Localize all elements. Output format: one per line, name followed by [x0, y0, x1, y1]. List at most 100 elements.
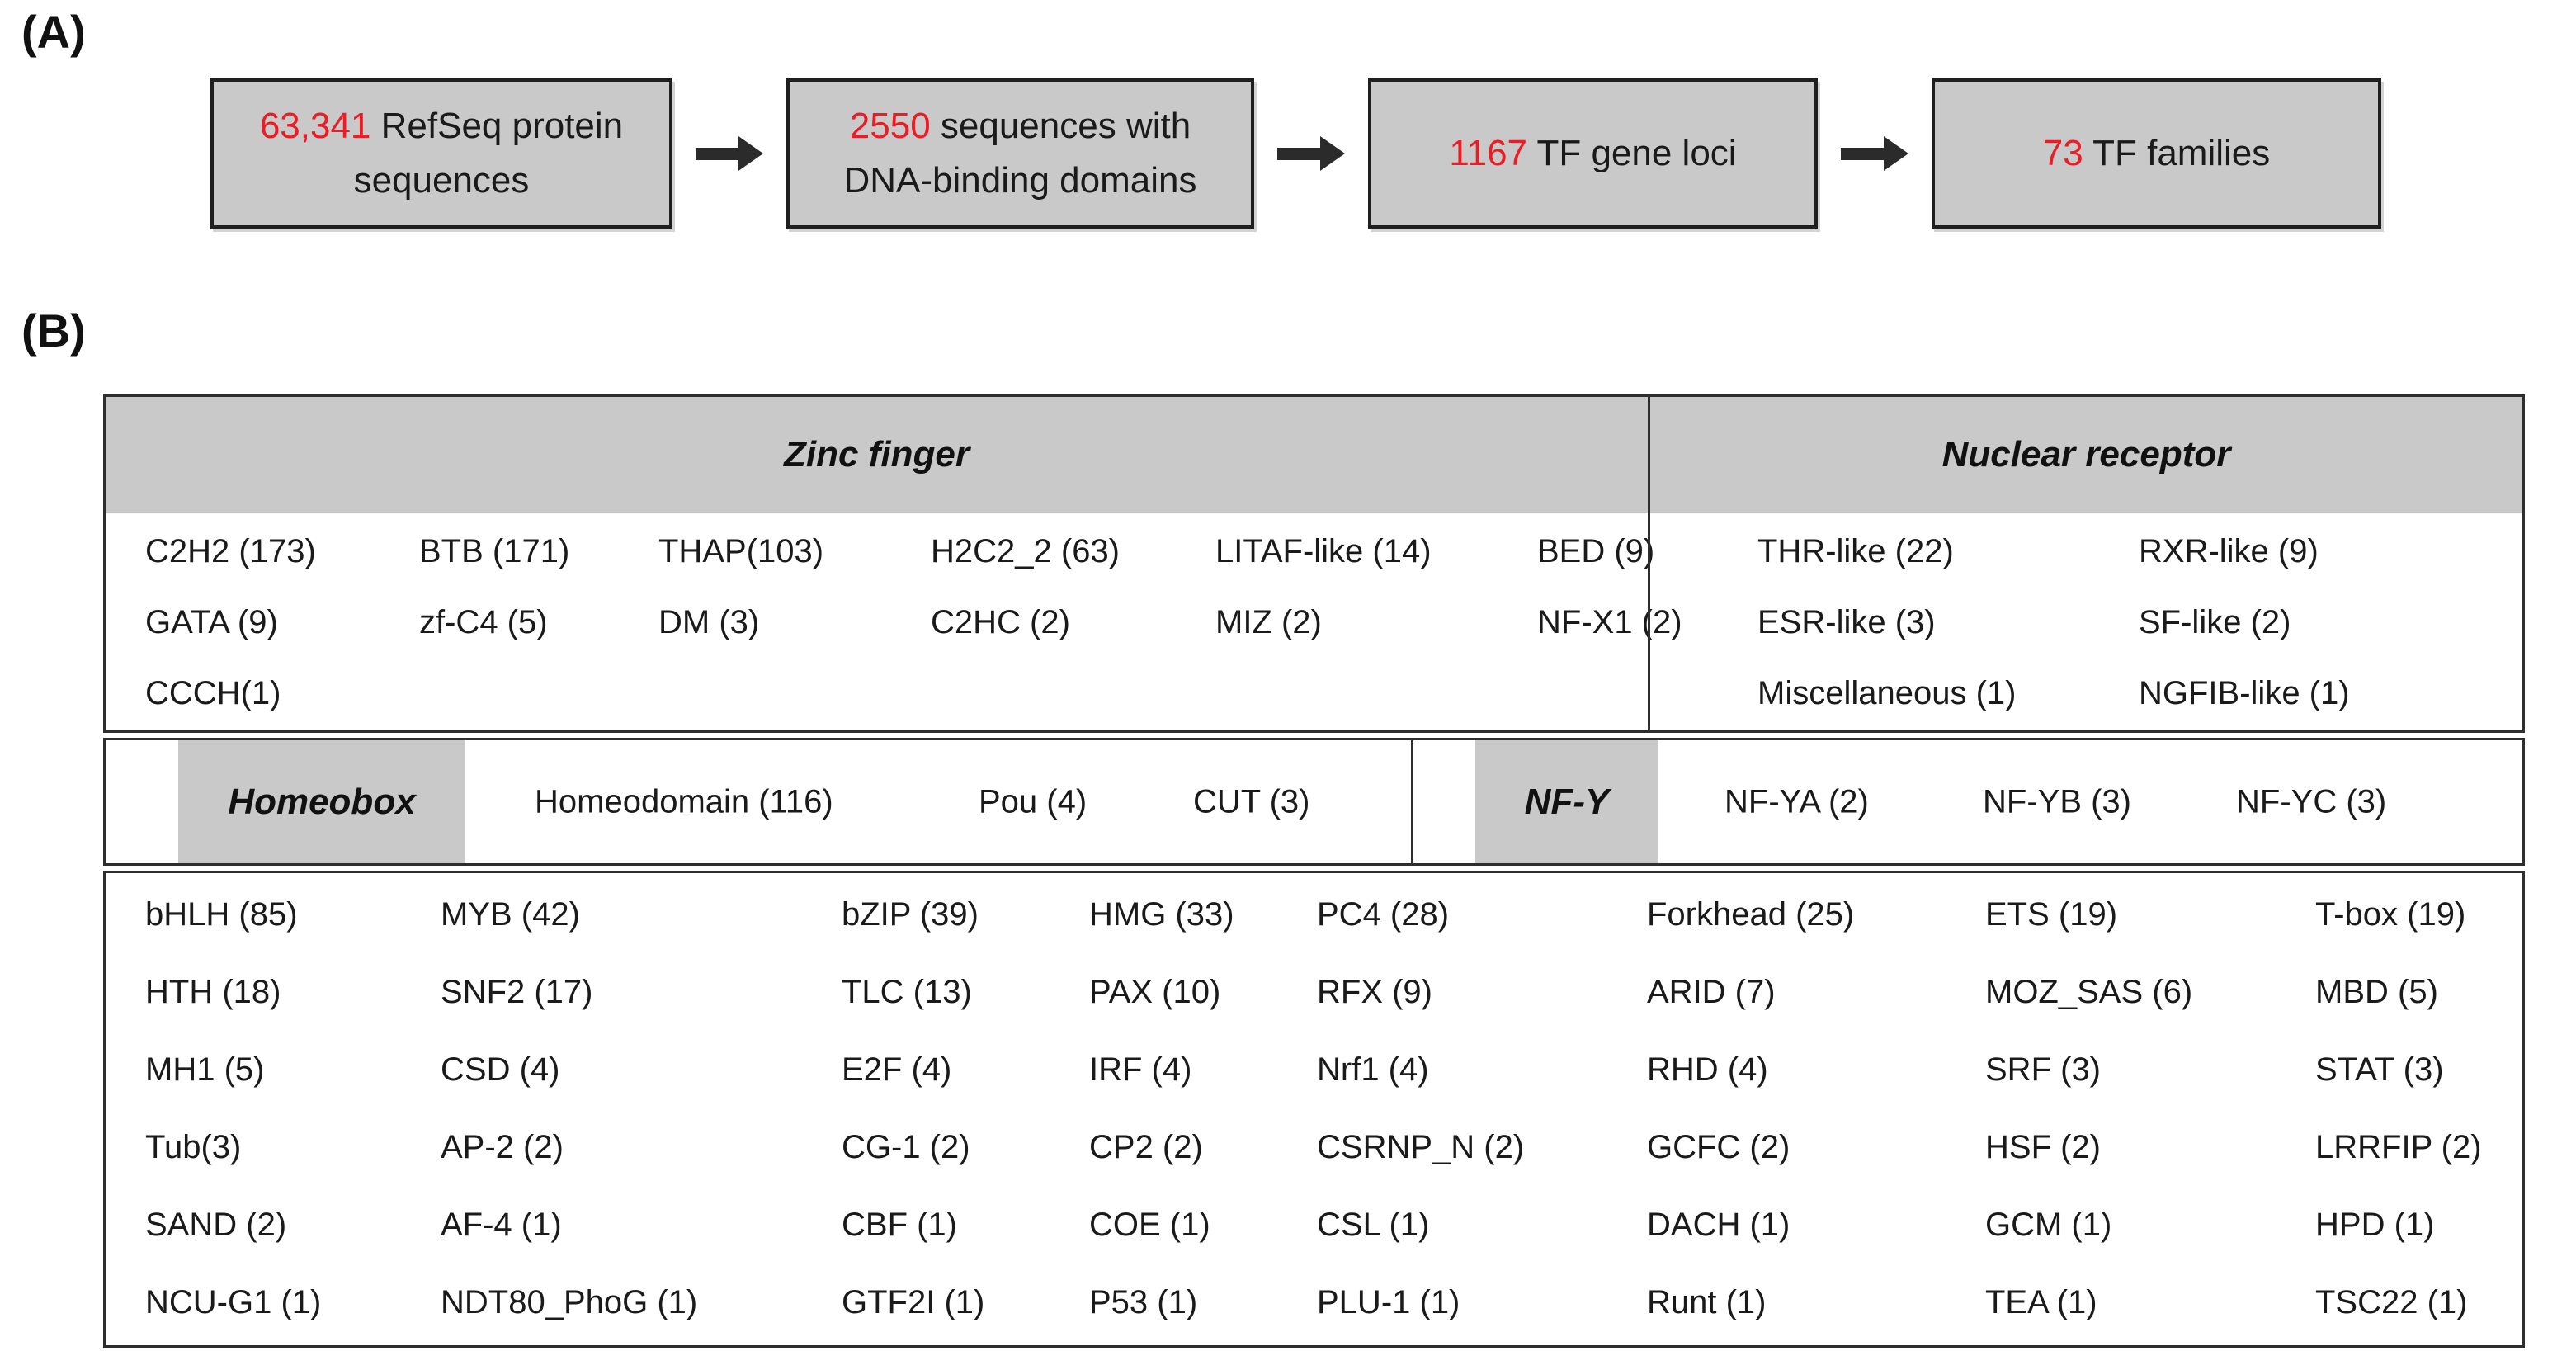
- arrow-head: [1884, 136, 1908, 171]
- family-item: bZIP (39): [842, 895, 979, 933]
- arrow-bar: [1277, 147, 1320, 160]
- family-item: MBD (5): [2315, 973, 2438, 1010]
- panel-b-label: (B): [21, 305, 86, 357]
- family-item: HPD (1): [2315, 1206, 2435, 1243]
- family-item: MYB (42): [441, 895, 580, 933]
- family-item: LITAF-like (14): [1215, 532, 1432, 569]
- arrow-right-icon: [1841, 136, 1908, 171]
- family-item: CBF (1): [842, 1206, 957, 1243]
- family-item: SF-like (2): [2139, 603, 2291, 640]
- families-count: 73: [2042, 133, 2083, 173]
- family-item: TLC (13): [842, 973, 972, 1010]
- arrow-right-icon: [1277, 136, 1345, 171]
- family-item: T-box (19): [2315, 895, 2466, 933]
- flow-step-loci: 1167 TF gene loci: [1368, 78, 1818, 229]
- flow-step-text: 2550 sequences with DNA-binding domains: [808, 99, 1233, 208]
- family-item: ESR-like (3): [1757, 603, 1936, 640]
- panel-a-label: (A): [21, 6, 86, 58]
- family-item: TSC22 (1): [2315, 1283, 2468, 1320]
- flow-step-text: 73 TF families: [2043, 126, 2271, 181]
- family-item: PC4 (28): [1317, 895, 1450, 933]
- homeobox-header: Homeobox: [178, 740, 465, 863]
- arrow-head: [738, 136, 763, 171]
- family-item: PLU-1 (1): [1317, 1283, 1460, 1320]
- family-item: ARID (7): [1647, 973, 1776, 1010]
- loci-count: 1167: [1449, 133, 1528, 173]
- family-item: DM (3): [658, 603, 760, 640]
- nuclear-receptor-header: Nuclear receptor: [1650, 397, 2522, 513]
- loci-text: TF gene loci: [1527, 133, 1737, 173]
- nfy-section: NF-Y NF-YA (2) NF-YB (3) NF-YC (3): [1411, 740, 2522, 863]
- family-item: zf-C4 (5): [419, 603, 548, 640]
- family-item: THAP(103): [658, 532, 824, 569]
- family-item: NF-YA (2): [1724, 783, 1869, 820]
- arrow-right-icon: [696, 136, 763, 171]
- family-item: Homeodomain (116): [535, 783, 833, 820]
- family-item: Runt (1): [1647, 1283, 1767, 1320]
- family-item: IRF (4): [1089, 1051, 1192, 1088]
- families-text: TF families: [2083, 133, 2271, 173]
- family-item: HTH (18): [145, 973, 281, 1010]
- family-item: NF-X1 (2): [1537, 603, 1682, 640]
- zinc-finger-section: Zinc finger C2H2 (173) BTB (171) THAP(10…: [106, 397, 1682, 730]
- family-item: AP-2 (2): [441, 1128, 564, 1165]
- family-item: SNF2 (17): [441, 973, 593, 1010]
- flow-step-families: 73 TF families: [1932, 78, 2381, 229]
- family-item: TEA (1): [1985, 1283, 2097, 1320]
- other-families-box: bHLH (85) MYB (42) bZIP (39) HMG (33) PC…: [103, 871, 2525, 1348]
- family-item: BTB (171): [419, 532, 570, 569]
- nfy-header: NF-Y: [1475, 740, 1658, 863]
- other-families-items: bHLH (85) MYB (42) bZIP (39) HMG (33) PC…: [106, 873, 2522, 1341]
- flow-step-text: 1167 TF gene loci: [1449, 126, 1736, 181]
- family-item: CSD (4): [441, 1051, 560, 1088]
- family-item: CP2 (2): [1089, 1128, 1203, 1165]
- family-item: GCFC (2): [1647, 1128, 1790, 1165]
- family-item: NCU-G1 (1): [145, 1283, 322, 1320]
- family-item: RHD (4): [1647, 1051, 1768, 1088]
- arrow-head: [1320, 136, 1345, 171]
- family-item: CCCH(1): [145, 674, 281, 711]
- family-item: LRRFIP (2): [2315, 1128, 2482, 1165]
- family-item: E2F (4): [842, 1051, 952, 1088]
- family-item: CG-1 (2): [842, 1128, 970, 1165]
- family-item: Pou (4): [979, 783, 1087, 820]
- family-item: MH1 (5): [145, 1051, 265, 1088]
- family-item: THR-like (22): [1757, 532, 1954, 569]
- family-item: Tub(3): [145, 1128, 242, 1165]
- family-item: NF-YB (3): [1983, 783, 2131, 820]
- family-item: SRF (3): [1985, 1051, 2101, 1088]
- zinc-finger-items: C2H2 (173) BTB (171) THAP(103) H2C2_2 (6…: [106, 513, 1682, 729]
- family-item: bHLH (85): [145, 895, 298, 933]
- family-item: C2HC (2): [931, 603, 1070, 640]
- family-item: Forkhead (25): [1647, 895, 1855, 933]
- family-item: CUT (3): [1193, 783, 1310, 820]
- homeobox-section: Homeobox Homeodomain (116) Pou (4) CUT (…: [106, 740, 1411, 863]
- family-item: C2H2 (173): [145, 532, 316, 569]
- family-item: RFX (9): [1317, 973, 1432, 1010]
- family-item: AF-4 (1): [441, 1206, 562, 1243]
- family-item: GATA (9): [145, 603, 278, 640]
- arrow-bar: [1841, 147, 1884, 160]
- flow-step-refseq: 63,341 RefSeq protein sequences: [210, 78, 672, 229]
- flow-step-text: 63,341 RefSeq protein sequences: [232, 99, 651, 208]
- family-item: DACH (1): [1647, 1206, 1790, 1243]
- refseq-text: RefSeq protein sequences: [353, 106, 624, 201]
- family-item: RXR-like (9): [2139, 532, 2319, 569]
- family-item: ETS (19): [1985, 895, 2118, 933]
- family-item: Miscellaneous (1): [1757, 674, 2017, 711]
- family-item: BED (9): [1537, 532, 1655, 569]
- dbd-text: sequences with DNA-binding domains: [843, 106, 1197, 201]
- family-item: HMG (33): [1089, 895, 1234, 933]
- family-item: COE (1): [1089, 1206, 1210, 1243]
- family-item: STAT (3): [2315, 1051, 2444, 1088]
- homeobox-nfy-box: Homeobox Homeodomain (116) Pou (4) CUT (…: [103, 738, 2525, 866]
- nuclear-receptor-items: THR-like (22) RXR-like (9) ESR-like (3) …: [1650, 513, 2522, 729]
- zinc-finger-header: Zinc finger: [106, 397, 1648, 513]
- flowchart: 63,341 RefSeq protein sequences 2550 seq…: [210, 78, 2381, 229]
- family-item: NGFIB-like (1): [2139, 674, 2350, 711]
- refseq-count: 63,341: [259, 106, 371, 146]
- family-item: PAX (10): [1089, 973, 1221, 1010]
- family-item: P53 (1): [1089, 1283, 1198, 1320]
- family-item: MOZ_SAS (6): [1985, 973, 2193, 1010]
